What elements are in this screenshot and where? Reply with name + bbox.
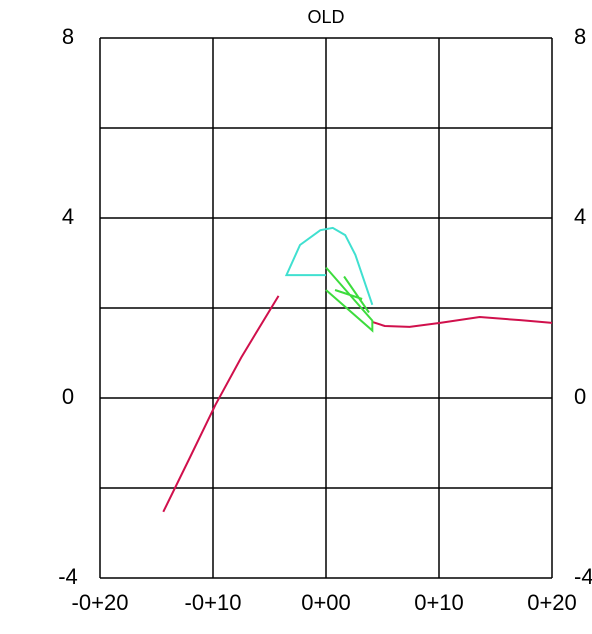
series-line — [325, 266, 374, 333]
chart-title: OLD — [307, 7, 344, 27]
x-tick-label: 0+10 — [414, 590, 464, 615]
y-tick-label: 4 — [62, 204, 74, 229]
y2-tick-label: 4 — [574, 204, 586, 229]
x-tick-label: -0+20 — [72, 590, 129, 615]
y-tick-label: 0 — [62, 384, 74, 409]
y-tick-label: -4 — [58, 564, 78, 589]
y2-tick-label: 0 — [574, 384, 586, 409]
series-line — [162, 295, 553, 513]
x-tick-label: 0+00 — [301, 590, 351, 615]
y2-tick-label: -4 — [574, 564, 592, 589]
x-tick-label: 0+20 — [527, 590, 577, 615]
x-tick-label: -0+10 — [185, 590, 242, 615]
y2-tick-label: 8 — [574, 24, 586, 49]
series-line — [284, 226, 374, 306]
y-tick-label: 8 — [62, 24, 74, 49]
